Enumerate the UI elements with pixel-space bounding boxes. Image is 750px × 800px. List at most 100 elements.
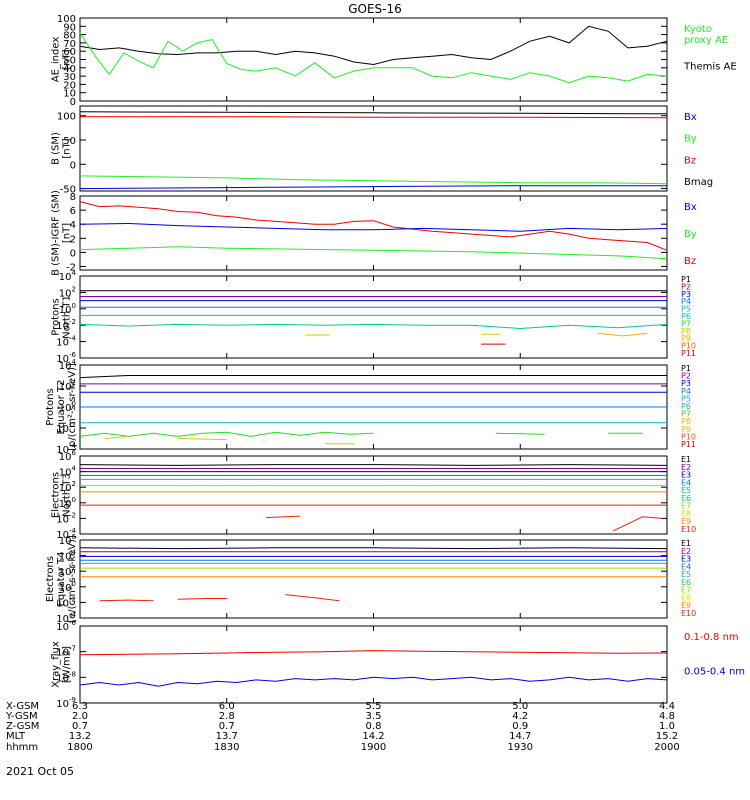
legend-item: P7 xyxy=(681,410,691,419)
series-p9 xyxy=(598,332,648,337)
y-axis-label: Equator T2 xyxy=(56,380,67,435)
panel-frame xyxy=(79,17,668,102)
x-row-value: 14.7 xyxy=(509,731,531,742)
legend-item: P2 xyxy=(681,282,691,291)
y-tick-label: 0 xyxy=(70,160,76,171)
legend-line: Bx xyxy=(684,202,697,213)
x-axis-table: X-GSM 6.3 6.0 5.5 5.0 4.4 Y-GSM 2.0 2.8 3.5 4.2 4.8… xyxy=(5,701,680,753)
legend-item: E7 xyxy=(681,502,691,511)
panel-frame xyxy=(79,195,668,271)
y-tick-exponent: -2 xyxy=(69,421,76,429)
y-tick-exponent: 4 xyxy=(72,465,77,473)
x-row-value: 4.4 xyxy=(659,701,675,712)
legend-item: E9 xyxy=(681,517,691,526)
y-tick-exponent: 0 xyxy=(72,496,76,504)
series-e10 xyxy=(285,594,340,602)
legend-item: P3 xyxy=(681,290,691,299)
y-axis-label: Protons xyxy=(51,298,62,335)
legend-item: P6 xyxy=(681,312,691,321)
x-row-value: 4.8 xyxy=(659,711,675,722)
series-bx xyxy=(79,185,667,190)
legend-item: P10 xyxy=(681,432,696,441)
y-tick-exponent: 0 xyxy=(72,400,76,408)
series-by xyxy=(79,175,668,185)
y-tick-label: 30 xyxy=(63,72,76,83)
y-tick-exponent: 4 xyxy=(72,358,77,366)
series-p7 xyxy=(495,432,545,435)
legend-item: Bx xyxy=(684,112,697,123)
x-row-value: 4.2 xyxy=(512,711,528,722)
legend-item: P11 xyxy=(681,349,696,358)
legend-item: Bx xyxy=(684,202,697,213)
y-tick-exponent: -4 xyxy=(69,611,77,619)
y-tick-exponent: -2 xyxy=(69,318,76,326)
y-tick-label: 60 xyxy=(63,47,76,58)
x-row-label: Z-GSM xyxy=(6,721,39,732)
series-p6 xyxy=(79,323,668,330)
x-row-value: 13.2 xyxy=(69,731,91,742)
legend-item: P10 xyxy=(681,342,696,351)
legend-item: 0.05-0.4 nm xyxy=(684,667,745,678)
legend-item: E3 xyxy=(681,471,691,480)
y-tick-exponent: 2 xyxy=(72,379,76,387)
x-row-value: 15.2 xyxy=(656,731,678,742)
legend-item: P9 xyxy=(681,425,691,434)
series-bz xyxy=(80,116,668,119)
legend-item: Bz xyxy=(684,256,696,267)
legend-item: E6 xyxy=(681,578,691,587)
y-axis-label: [e/(cm²-s-sr-keV)] xyxy=(67,535,78,623)
y-tick-label: 6 xyxy=(70,206,76,217)
legend-item: P5 xyxy=(681,305,691,314)
legend-item: P6 xyxy=(681,402,691,411)
legend-item: E2 xyxy=(681,463,691,472)
legend-item: E3 xyxy=(681,555,691,564)
legend-item: E1 xyxy=(681,455,691,464)
legend-item: Bz xyxy=(684,155,696,166)
y-axis-label: AE_index xyxy=(51,37,62,83)
legend-item: E6 xyxy=(681,494,691,503)
legend-line: Bmag xyxy=(684,177,713,188)
legend-line: Bz xyxy=(684,155,696,166)
legend-item: E8 xyxy=(681,593,691,602)
x-row-value: 0.7 xyxy=(219,721,235,732)
legend-item: By xyxy=(684,134,697,145)
legend-line: Kyoto xyxy=(684,24,712,35)
x-row-label: Y-GSM xyxy=(5,711,38,722)
legend-item: Kyoto proxy AE xyxy=(684,24,728,46)
legend-line: Bz xyxy=(684,256,696,267)
x-row-value: 1830 xyxy=(214,742,239,753)
legend-item: P1 xyxy=(681,275,691,284)
y-tick-label: 80 xyxy=(63,31,76,42)
y-tick-label: 10 xyxy=(63,89,76,100)
x-row-value: 1.0 xyxy=(659,721,675,732)
legend-line: By xyxy=(684,134,697,145)
y-axis-label: Xray_flux xyxy=(51,641,62,688)
x-row-value: 2.0 xyxy=(72,711,88,722)
x-row-label: MLT xyxy=(6,731,26,742)
legend-line: Bx xyxy=(684,112,697,123)
x-row-value: 1930 xyxy=(508,742,533,753)
y-tick-label: 0 xyxy=(70,248,76,259)
series-e1 xyxy=(79,464,668,466)
y-tick-exponent: 6 xyxy=(72,533,77,541)
series-p10 xyxy=(177,438,227,441)
series-p6 xyxy=(79,431,374,437)
legend-item: E5 xyxy=(681,486,691,495)
y-axis-label: Electrons xyxy=(45,556,56,602)
legend-item: P4 xyxy=(681,387,691,396)
series-p9 xyxy=(104,435,129,439)
series-by xyxy=(79,246,668,260)
y-axis-label: Electrons xyxy=(51,472,62,518)
x-row-value: 0.7 xyxy=(72,721,88,732)
y-axis-label: [nT] xyxy=(62,49,73,69)
y-tick-exponent: -6 xyxy=(69,351,77,359)
series-e1 xyxy=(79,547,668,550)
y-tick-label: -50 xyxy=(60,185,76,196)
y-tick-label: 20 xyxy=(63,80,76,91)
date-label: 2021 Oct 05 xyxy=(6,765,74,778)
